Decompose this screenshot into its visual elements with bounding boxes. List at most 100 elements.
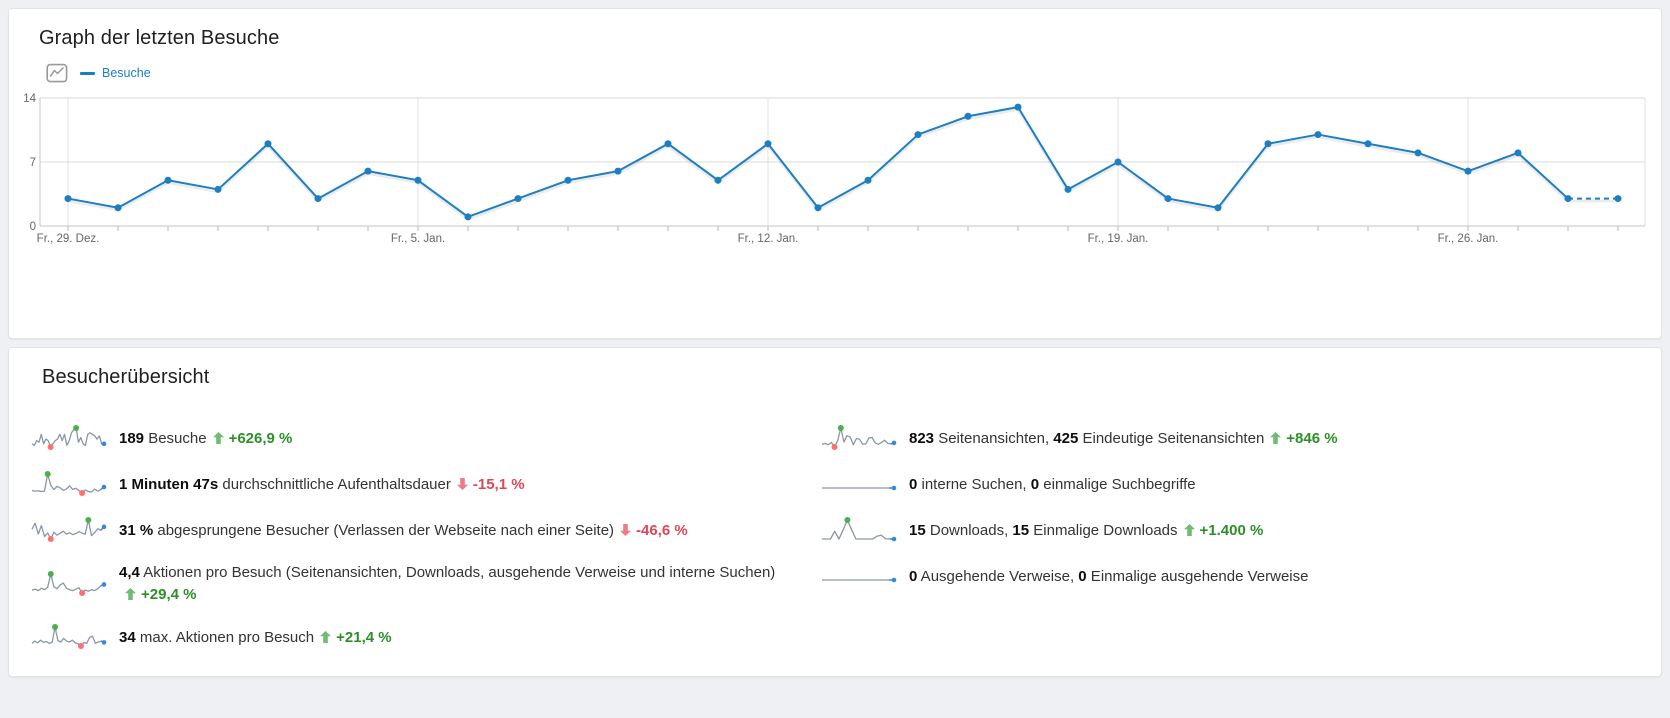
data-point[interactable] [1214, 204, 1222, 212]
legend-series-swatch [80, 71, 95, 75]
metric-value: 425 [1053, 429, 1079, 447]
metric-value: 0 [1078, 567, 1087, 585]
metric-value: 823 [909, 429, 935, 447]
legend-item-besuche[interactable]: Besuche [80, 66, 151, 80]
data-point[interactable] [1064, 185, 1072, 193]
sparkline-bounce-rate [31, 517, 107, 542]
metric-row-visits[interactable]: 189 Besuche +626,9 % [29, 425, 819, 451]
metric-label: Einmalige ausgehende Verweise [1086, 567, 1309, 585]
metric-text-actions-per-visit: 4,4 Aktionen pro Besuch (Seitenansichten… [119, 563, 775, 604]
up-arrow-icon [1270, 431, 1282, 444]
metric-label: interne Suchen, [917, 475, 1031, 493]
trend-indicator: -15,1 % [451, 476, 525, 493]
metric-row-pageviews[interactable]: 823 Seitenansichten, 425 Eindeutige Seit… [819, 425, 1645, 451]
metric-row-internal-searches[interactable]: 0 interne Suchen, 0 einmalige Suchbegrif… [819, 471, 1645, 497]
data-point[interactable] [1364, 140, 1372, 148]
x-axis-tick-label: Fr., 26. Jan. [1438, 233, 1499, 244]
overview-columns: 189 Besuche +626,9 % 1 Minuten 47s durchsc… [25, 425, 1645, 670]
metric-value: 31 % [119, 521, 154, 539]
data-point[interactable] [364, 167, 372, 175]
up-arrow-icon [1183, 523, 1195, 536]
data-point[interactable] [514, 195, 522, 203]
data-point[interactable] [714, 176, 722, 184]
x-axis-tick-label: Fr., 19. Jan. [1088, 233, 1149, 244]
metric-value: 0 [909, 567, 918, 585]
overview-column-left: 189 Besuche +626,9 % 1 Minuten 47s durchsc… [29, 425, 819, 670]
metric-label: max. Aktionen pro Besuch [135, 628, 315, 646]
data-point[interactable] [1614, 195, 1622, 203]
up-arrow-icon [125, 588, 136, 600]
y-axis-tick-label: 14 [23, 93, 36, 105]
data-point[interactable] [914, 131, 922, 139]
y-axis-tick-label: 7 [30, 157, 36, 169]
data-point[interactable] [564, 176, 572, 184]
metric-text-bounce-rate: 31 % abgesprungene Besucher (Verlassen d… [119, 521, 688, 540]
sparkline-actions-per-visit [31, 570, 107, 596]
data-point[interactable] [214, 185, 222, 193]
data-point[interactable] [1114, 158, 1122, 166]
sparkline-downloads [822, 517, 897, 542]
data-point[interactable] [1514, 149, 1522, 157]
data-point[interactable] [964, 112, 972, 120]
data-point[interactable] [414, 176, 422, 184]
trend-indicator: +21,4 % [314, 629, 392, 646]
visits-graph-card: Graph der letzten Besuche Besuche 0 7 14 Fr… [8, 8, 1662, 339]
up-arrow-icon [212, 431, 224, 444]
metric-value: 15 [909, 521, 926, 539]
data-point[interactable] [314, 195, 322, 203]
data-point[interactable] [864, 176, 872, 184]
visits-line-chart[interactable]: 0 7 14 Fr., 29. Dez. Fr., 5. Jan. Fr., 12. Ja… [22, 86, 1650, 244]
data-point[interactable] [1264, 140, 1272, 148]
trend-indicator: +29,4 % [119, 585, 775, 604]
data-point[interactable] [1164, 195, 1172, 203]
data-point[interactable] [64, 195, 72, 203]
metric-value: 0 [909, 475, 918, 493]
data-point[interactable] [664, 140, 672, 148]
data-point[interactable] [164, 176, 172, 184]
metric-row-downloads[interactable]: 15 Downloads, 15 Einmalige Downloads +1.4… [819, 517, 1645, 543]
metric-text-visits: 189 Besuche +626,9 % [119, 429, 292, 448]
up-arrow-icon [320, 630, 332, 643]
metric-row-avg-time-on-site[interactable]: 1 Minuten 47s durchschnittliche Aufentha… [29, 471, 819, 497]
data-point[interactable] [1414, 149, 1422, 157]
data-point[interactable] [1564, 195, 1572, 203]
sparkline-internal-searches [822, 485, 897, 491]
down-arrow-icon [620, 523, 632, 536]
trend-value: -46,6 % [636, 521, 688, 539]
metric-value: 15 [1012, 521, 1030, 539]
data-point[interactable] [264, 140, 272, 148]
data-point[interactable] [764, 140, 772, 148]
metric-row-max-actions[interactable]: 34 max. Aktionen pro Besuch +21,4 % [29, 624, 819, 650]
data-point[interactable] [464, 213, 472, 221]
overview-column-right: 823 Seitenansichten, 425 Eindeutige Seit… [819, 425, 1645, 670]
data-point[interactable] [814, 204, 822, 212]
metric-row-actions-per-visit[interactable]: 4,4 Aktionen pro Besuch (Seitenansichten… [29, 563, 819, 604]
metric-value: 1 Minuten 47s [119, 475, 219, 493]
metric-label: Ausgehende Verweise, [917, 567, 1079, 585]
trend-indicator: -46,6 % [614, 522, 688, 539]
metric-row-bounce-rate[interactable]: 31 % abgesprungene Besucher (Verlassen d… [29, 517, 819, 543]
metric-value: 34 [119, 628, 136, 646]
export-image-icon[interactable] [46, 63, 68, 83]
metric-label: durchschnittliche Aufenthaltsdauer [218, 475, 451, 493]
metric-label: Einmalige Downloads [1029, 521, 1178, 539]
x-axis-tick-label: Fr., 29. Dez. [37, 233, 100, 244]
data-point[interactable] [1314, 131, 1322, 139]
data-point[interactable] [114, 204, 122, 212]
data-point[interactable] [614, 167, 622, 175]
legend-series-label: Besuche [102, 66, 151, 80]
metric-label: Eindeutige Seitenansichten [1078, 429, 1265, 447]
trend-value: +626,9 % [228, 429, 293, 447]
metric-label: Besuche [144, 429, 207, 447]
sparkline-outlinks [822, 577, 897, 583]
overview-card-title: Besucherübersicht [42, 366, 210, 388]
data-point[interactable] [1014, 103, 1022, 111]
metric-text-avg-time-on-site: 1 Minuten 47s durchschnittliche Aufentha… [119, 475, 525, 494]
sparkline-visits [31, 425, 107, 450]
sparkline-pageviews [821, 425, 897, 450]
trend-indicator: +1.400 % [1178, 522, 1263, 539]
metric-row-outlinks[interactable]: 0 Ausgehende Verweise, 0 Einmalige ausge… [819, 563, 1645, 589]
trend-indicator: +846 % [1264, 430, 1338, 447]
y-axis-tick-label: 0 [30, 221, 36, 233]
data-point[interactable] [1464, 167, 1472, 175]
